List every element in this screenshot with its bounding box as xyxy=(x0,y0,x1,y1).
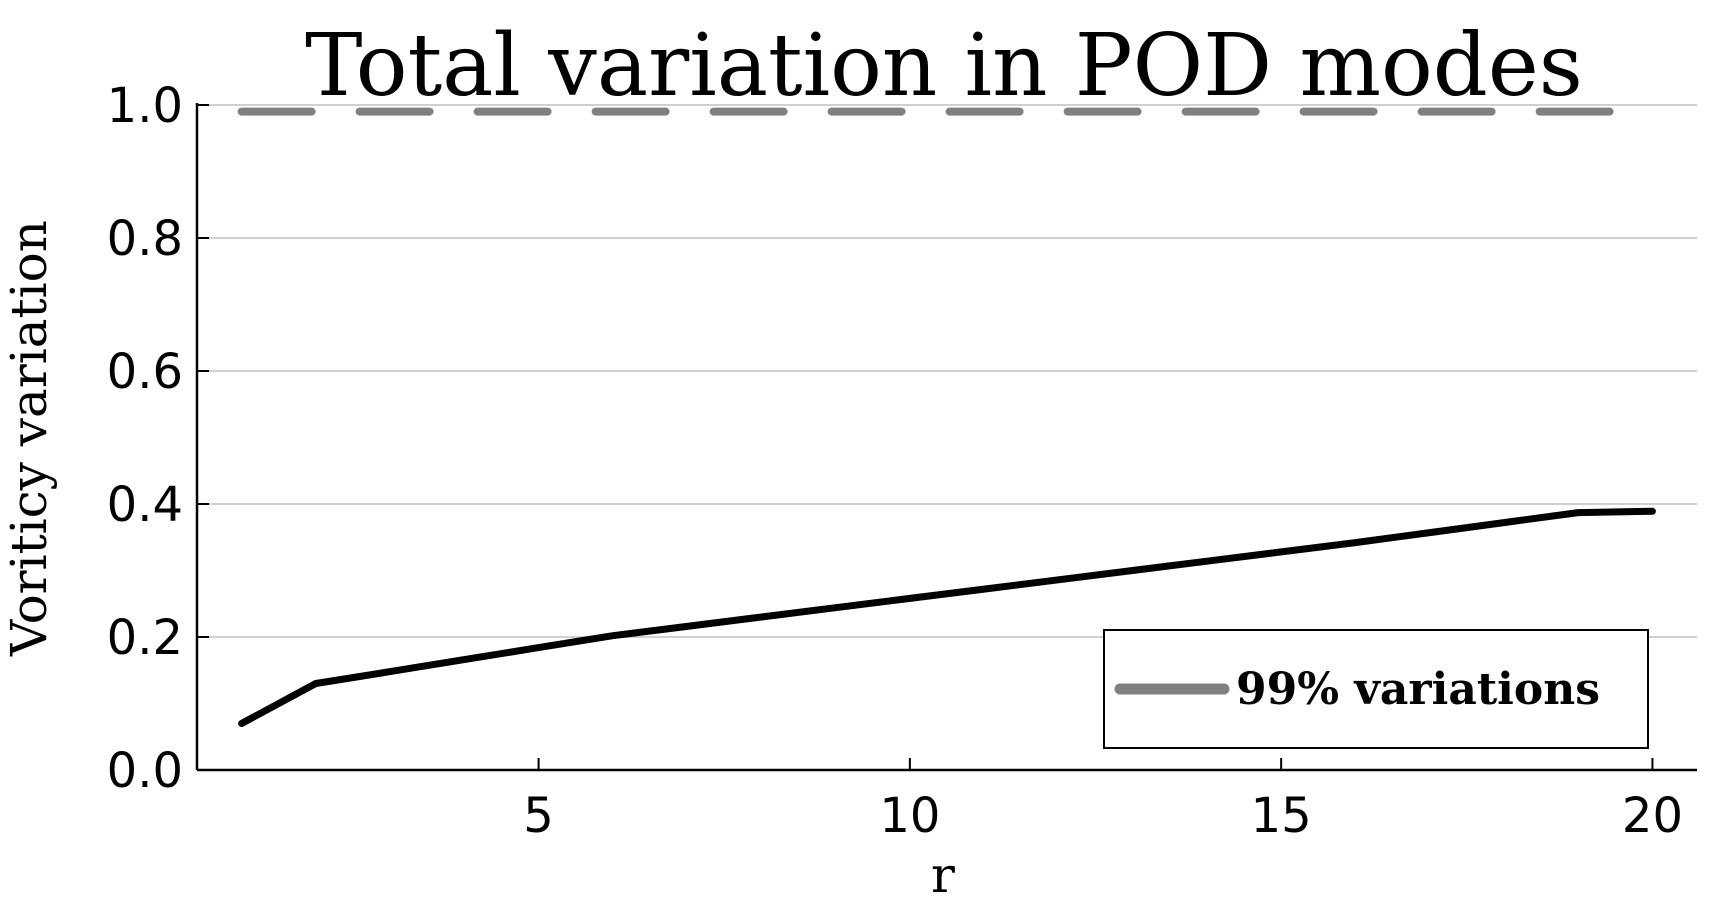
grid-lines xyxy=(197,104,1697,638)
y-tick-label-3: 0.6 xyxy=(107,344,183,400)
y-tick-label-0: 0.0 xyxy=(107,743,183,799)
y-tick-label-2: 0.4 xyxy=(107,477,183,533)
x-tick-label-3: 20 xyxy=(1622,788,1683,844)
y-tick-label-5: 1.0 xyxy=(107,78,183,134)
x-tick-label-2: 15 xyxy=(1251,788,1312,844)
cumulative-variation-line xyxy=(238,507,1656,727)
x-tick-label-1: 10 xyxy=(879,788,940,844)
axes xyxy=(195,103,1697,772)
x-tick-label-0: 5 xyxy=(523,788,554,844)
x-axis-label: r xyxy=(931,846,955,900)
legend-entry-99-variations: 99% variations xyxy=(1236,664,1600,715)
x-axis-ticks: 5 10 15 20 xyxy=(523,758,1683,844)
y-axis-ticks: 0.0 0.2 0.4 0.6 0.8 1.0 xyxy=(107,78,209,799)
y-axis-label: Voriticy variation xyxy=(0,220,58,657)
legend: 99% variations xyxy=(1103,629,1649,749)
y-tick-label-1: 0.2 xyxy=(107,610,183,666)
y-tick-label-4: 0.8 xyxy=(107,211,183,267)
chart-title: Total variation in POD modes xyxy=(305,16,1583,116)
series-layer xyxy=(237,107,1657,727)
